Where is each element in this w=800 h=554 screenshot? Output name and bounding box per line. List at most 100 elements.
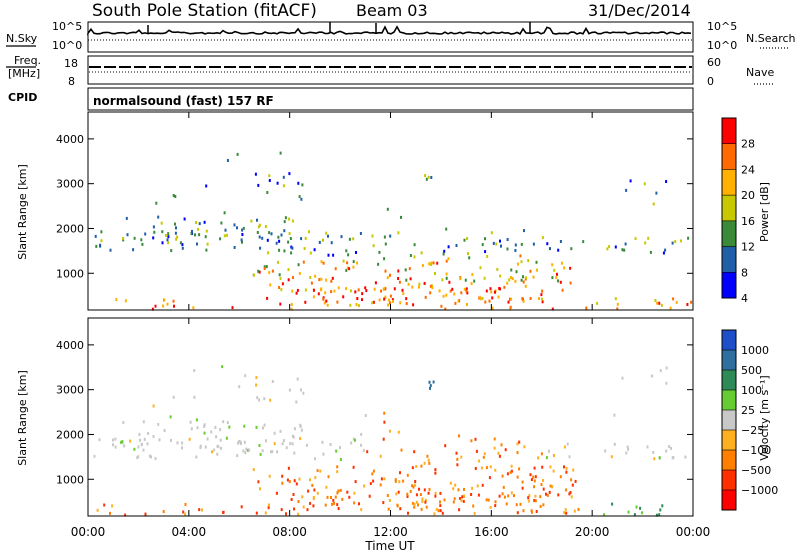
heatmap-cell <box>174 222 176 226</box>
heatmap-cell <box>312 504 315 508</box>
heatmap-cell <box>285 446 288 450</box>
heatmap-cell <box>288 480 291 484</box>
heatmap-cell <box>279 429 282 433</box>
heatmap-cell <box>352 437 355 441</box>
heatmap-cell <box>478 459 481 463</box>
heatmap-cell <box>537 456 540 460</box>
heatmap-cell <box>281 442 284 446</box>
heatmap-cell <box>141 242 144 246</box>
heatmap-cell <box>219 428 222 432</box>
heatmap-cell <box>625 451 628 455</box>
heatmap-cell <box>470 439 473 443</box>
heatmap-cell <box>527 496 530 500</box>
heatmap-cell <box>292 493 295 496</box>
heatmap-cell <box>248 448 251 452</box>
heatmap-cell <box>455 244 458 247</box>
heatmap-cell <box>485 498 488 502</box>
heatmap-cell <box>382 501 385 505</box>
heatmap-cell <box>528 494 531 498</box>
heatmap-cell <box>608 245 611 249</box>
heatmap-cell <box>345 268 348 272</box>
heatmap-cell <box>223 211 226 215</box>
heatmap-cell <box>245 447 248 451</box>
heatmap-cell <box>413 450 416 454</box>
heatmap-cell <box>614 297 617 301</box>
heatmap-cell <box>658 513 661 517</box>
heatmap-cell <box>267 251 270 255</box>
heatmap-cell <box>494 504 497 508</box>
heatmap-cell <box>443 249 446 253</box>
cpid-label: CPID <box>8 91 37 104</box>
heatmap-cell <box>257 225 260 229</box>
heatmap-cell <box>604 449 607 453</box>
heatmap-cell <box>418 487 420 491</box>
heatmap-cell <box>157 215 160 219</box>
heatmap-cell <box>383 420 386 424</box>
heatmap-cell <box>418 285 420 289</box>
heatmap-cell <box>373 287 376 291</box>
heatmap-cell <box>281 474 284 478</box>
heatmap-cell <box>255 511 258 515</box>
heatmap-cell <box>633 513 636 517</box>
heatmap-cell <box>330 279 333 283</box>
heatmap-cell <box>535 260 538 264</box>
x-tick-label: 16:00 <box>474 525 509 539</box>
heatmap-cell <box>332 253 335 257</box>
heatmap-cell <box>224 228 227 232</box>
heatmap-cell <box>320 277 323 281</box>
heatmap-cell <box>533 466 536 470</box>
heatmap-cell <box>195 221 197 225</box>
heatmap-cell <box>520 278 523 282</box>
heatmap-cell <box>420 251 423 255</box>
heatmap-cell <box>372 244 375 248</box>
heatmap-cell <box>281 282 284 286</box>
heatmap-cell <box>674 240 677 244</box>
heatmap-cell <box>486 254 489 258</box>
heatmap-cell <box>439 509 442 513</box>
heatmap-cell <box>532 475 535 479</box>
heatmap-cell <box>481 296 484 300</box>
heatmap-cell <box>653 457 656 461</box>
heatmap-cell <box>386 207 389 211</box>
heatmap-cell <box>456 457 459 461</box>
heatmap-cell <box>278 286 281 289</box>
heatmap-cell <box>206 242 209 246</box>
heatmap-cell <box>458 508 461 512</box>
heatmap-cell <box>453 292 456 296</box>
heatmap-cell <box>510 464 513 468</box>
heatmap-cell <box>205 184 208 188</box>
heatmap-cell <box>233 223 236 227</box>
heatmap-cell <box>530 478 533 481</box>
heatmap-cell <box>318 278 321 282</box>
heatmap-cell <box>409 277 412 281</box>
heatmap-cell <box>273 431 276 435</box>
colorbar-swatch <box>722 470 736 491</box>
heatmap-cell <box>679 239 682 243</box>
heatmap-cell <box>193 369 196 372</box>
heatmap-cell <box>510 469 513 473</box>
heatmap-cell <box>397 490 400 494</box>
heatmap-cell <box>613 413 616 417</box>
heatmap-cell <box>190 427 193 431</box>
heatmap-cell <box>211 450 213 454</box>
heatmap-cell <box>399 301 402 305</box>
heatmap-cell <box>140 443 143 447</box>
heatmap-cell <box>96 508 99 512</box>
heatmap-cell <box>336 470 339 474</box>
heatmap-cell <box>162 304 165 308</box>
heatmap-cell <box>541 465 544 469</box>
heatmap-cell <box>263 423 266 427</box>
heatmap-cell <box>300 237 303 241</box>
nave-label: Nave <box>746 66 774 79</box>
heatmap-cell <box>175 237 178 241</box>
heatmap-cell <box>549 465 552 469</box>
heatmap-cell <box>443 498 446 502</box>
heatmap-cell <box>384 295 387 299</box>
heatmap-cell <box>541 297 544 301</box>
heatmap-cell <box>430 176 433 179</box>
heatmap-cell <box>532 275 535 279</box>
heatmap-cell <box>529 297 532 300</box>
heatmap-cell <box>522 275 524 279</box>
heatmap-cell <box>409 254 412 257</box>
heatmap-cell <box>534 499 537 503</box>
